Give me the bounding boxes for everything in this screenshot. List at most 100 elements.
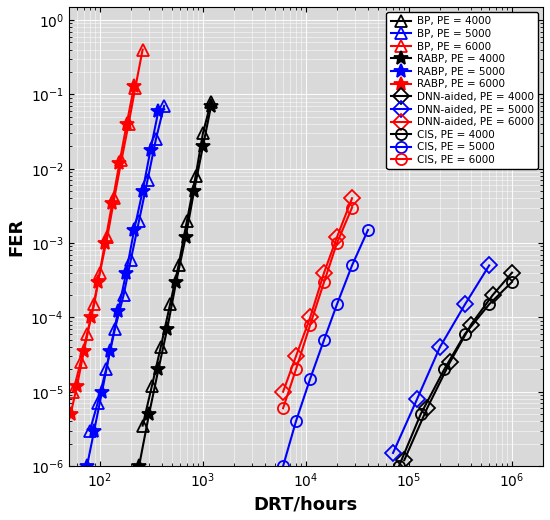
BP, PE = 5000 [120,292,127,298]
BP, PE = 5000 [144,177,151,184]
Line: DNN-aided, PE = 5000: DNN-aided, PE = 5000 [388,260,495,459]
BP, PE = 6000 [70,388,76,395]
CIS, PE = 5000 [321,336,327,343]
RABP, PE = 5000 [84,463,90,469]
RABP, PE = 5000 [107,348,113,355]
RABP, PE = 6000 [67,411,74,417]
DNN-aided, PE = 4000 [490,292,496,298]
DNN-aided, PE = 5000 [414,396,420,402]
Line: BP, PE = 6000: BP, PE = 6000 [68,44,148,397]
RABP, PE = 6000 [102,240,108,246]
CIS, PE = 4000 [417,411,424,417]
BP, PE = 4000 [200,130,206,136]
Legend: BP, PE = 4000, BP, PE = 5000, BP, PE = 6000, RABP, PE = 4000, RABP, PE = 5000, R: BP, PE = 4000, BP, PE = 5000, BP, PE = 6… [387,12,538,169]
CIS, PE = 6000 [280,405,287,411]
RABP, PE = 6000 [74,383,80,389]
BP, PE = 6000 [97,269,103,276]
CIS, PE = 4000 [395,463,402,469]
BP, PE = 4000 [208,98,214,105]
BP, PE = 5000 [94,400,101,406]
CIS, PE = 5000 [349,262,355,268]
Line: BP, PE = 4000: BP, PE = 4000 [137,96,217,431]
BP, PE = 6000 [111,195,118,201]
Line: BP, PE = 5000: BP, PE = 5000 [84,100,169,436]
CIS, PE = 5000 [334,301,340,307]
RABP, PE = 4000 [200,143,206,149]
RABP, PE = 5000 [115,308,122,315]
BP, PE = 6000 [78,359,84,365]
Line: RABP, PE = 6000: RABP, PE = 6000 [64,79,141,421]
RABP, PE = 5000 [99,388,106,395]
BP, PE = 4000 [157,344,164,350]
DNN-aided, PE = 5000 [437,344,443,350]
RABP, PE = 4000 [183,234,189,240]
BP, PE = 6000 [132,85,139,92]
RABP, PE = 4000 [191,188,197,194]
CIS, PE = 4000 [441,366,448,372]
BP, PE = 5000 [112,326,118,332]
DNN-aided, PE = 6000 [334,234,340,240]
CIS, PE = 5000 [293,418,299,424]
CIS, PE = 5000 [280,463,287,469]
Y-axis label: FER: FER [7,217,25,256]
BP, PE = 6000 [139,46,146,53]
Line: CIS, PE = 6000: CIS, PE = 6000 [278,202,358,414]
RABP, PE = 4000 [155,366,162,372]
CIS, PE = 6000 [349,204,355,211]
BP, PE = 4000 [139,422,146,428]
BP, PE = 6000 [84,331,90,337]
BP, PE = 5000 [161,103,167,109]
RABP, PE = 4000 [136,463,142,469]
DNN-aided, PE = 4000 [447,359,453,365]
RABP, PE = 6000 [116,160,123,166]
RABP, PE = 6000 [109,200,116,206]
BP, PE = 5000 [86,427,93,434]
BP, PE = 4000 [175,262,182,268]
CIS, PE = 6000 [293,366,299,372]
DNN-aided, PE = 4000 [468,321,474,328]
BP, PE = 5000 [153,136,159,142]
DNN-aided, PE = 5000 [462,301,469,307]
BP, PE = 5000 [136,217,142,224]
DNN-aided, PE = 5000 [390,450,397,456]
BP, PE = 4000 [184,217,190,224]
CIS, PE = 5000 [307,375,314,382]
DNN-aided, PE = 6000 [321,269,327,276]
DNN-aided, PE = 4000 [401,457,408,463]
BP, PE = 5000 [128,256,134,263]
CIS, PE = 6000 [334,240,340,246]
CIS, PE = 5000 [365,227,371,233]
Line: RABP, PE = 4000: RABP, PE = 4000 [132,99,218,473]
DNN-aided, PE = 4000 [509,269,515,276]
Line: DNN-aided, PE = 6000: DNN-aided, PE = 6000 [278,193,358,397]
CIS, PE = 6000 [321,279,327,285]
RABP, PE = 5000 [123,269,129,276]
RABP, PE = 4000 [208,103,214,109]
BP, PE = 4000 [192,173,199,179]
BP, PE = 6000 [104,234,111,240]
RABP, PE = 4000 [164,326,170,332]
DNN-aided, PE = 6000 [293,353,299,359]
X-axis label: DRT/hours: DRT/hours [254,495,358,513]
Line: CIS, PE = 5000: CIS, PE = 5000 [278,225,373,472]
RABP, PE = 6000 [87,314,94,320]
Line: DNN-aided, PE = 4000: DNN-aided, PE = 4000 [399,267,518,466]
BP, PE = 6000 [91,301,97,307]
RABP, PE = 6000 [131,83,138,89]
RABP, PE = 5000 [147,147,154,153]
RABP, PE = 6000 [123,121,130,127]
BP, PE = 6000 [118,157,125,163]
DNN-aided, PE = 6000 [280,388,287,395]
RABP, PE = 5000 [91,427,97,434]
RABP, PE = 6000 [95,279,101,285]
DNN-aided, PE = 5000 [486,262,492,268]
CIS, PE = 4000 [486,301,492,307]
BP, PE = 4000 [148,383,155,389]
CIS, PE = 4000 [509,279,515,285]
RABP, PE = 4000 [146,411,152,417]
DNN-aided, PE = 6000 [307,314,314,320]
RABP, PE = 6000 [81,348,87,355]
Line: CIS, PE = 4000: CIS, PE = 4000 [393,276,518,472]
BP, PE = 5000 [103,366,109,372]
Line: RABP, PE = 5000: RABP, PE = 5000 [80,104,166,473]
